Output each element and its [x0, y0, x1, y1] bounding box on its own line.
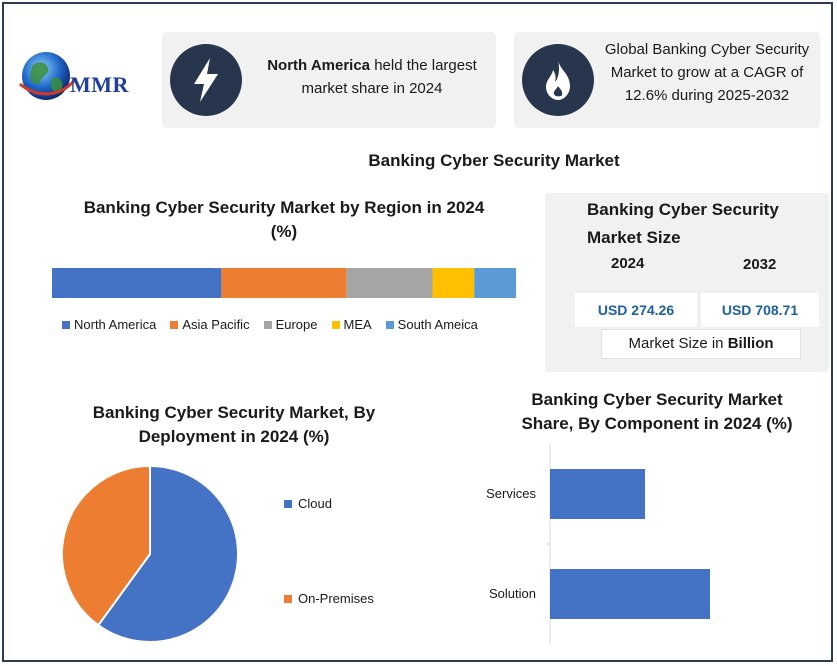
- highlight-rest: held the largest market share in 2024: [301, 57, 477, 97]
- highlight-text-region: North America held the largest market sh…: [252, 54, 492, 100]
- main-title: Banking Cyber Security Market: [368, 151, 620, 170]
- value-end: USD 708.71: [701, 293, 819, 327]
- legend-swatch-cloud: [284, 499, 292, 508]
- component-bar-chart: Services Solution: [486, 444, 710, 644]
- region-legend: North America Asia Pacific Europe MEA South …: [62, 317, 522, 332]
- pie-legend-on-premises: On-Premises: [284, 591, 374, 606]
- legend-label: MEA: [343, 317, 372, 332]
- lightning-icon: [194, 58, 218, 102]
- legend-swatch: [385, 320, 394, 329]
- year-start: 2024: [611, 255, 645, 272]
- pie-legend-cloud: Cloud: [284, 496, 332, 511]
- market-size-title: Banking Cyber Security Market Size: [587, 200, 779, 247]
- legend-label: Asia Pacific: [182, 317, 250, 332]
- region-legend-item-south-ameica: South Ameica: [385, 317, 478, 332]
- legend-label: Europe: [275, 317, 318, 332]
- deployment-chart-title: Banking Cyber Security Market, By Deploy…: [92, 403, 376, 446]
- legend-label: South Ameica: [397, 317, 478, 332]
- component-chart-title: Banking Cyber Security Market Share, By …: [521, 390, 793, 433]
- bar-solution: [550, 569, 710, 619]
- region-legend-item-asia-pacific: Asia Pacific: [170, 317, 250, 332]
- highlight-card-cagr: Global Banking Cyber Security Market to …: [514, 32, 820, 128]
- market-size-unit-note: Market Size in Billion: [601, 329, 801, 359]
- region-legend-item-europe: Europe: [263, 317, 318, 332]
- deployment-pie-chart: [61, 464, 239, 643]
- pie-slice-on-premises: [61, 464, 151, 627]
- legend-swatch: [62, 320, 70, 329]
- unit-note-bold: Billion: [727, 335, 774, 352]
- bar-services: [550, 469, 645, 519]
- legend-swatch-on-premises: [284, 594, 292, 603]
- legend-swatch: [263, 320, 272, 329]
- region-segment-mea: [432, 268, 475, 298]
- region-chart-title: Banking Cyber Security Market by Region …: [83, 198, 485, 241]
- legend-label: North America: [74, 317, 157, 332]
- logo-text: MMR: [70, 72, 129, 97]
- pie-slice-cloud: [96, 464, 239, 643]
- region-legend-item-north-america: North America: [62, 317, 156, 332]
- legend-swatch: [170, 320, 179, 329]
- region-segment-europe: [346, 268, 433, 298]
- legend-swatch: [331, 320, 340, 329]
- unit-note-prefix: Market Size in: [628, 335, 728, 352]
- highlight-badge: [170, 44, 242, 116]
- year-end: 2032: [743, 256, 777, 273]
- value-start: USD 274.26: [575, 293, 697, 327]
- category-label-services: Services: [486, 486, 536, 501]
- region-stacked-bar: [52, 268, 516, 298]
- highlight-bold: North America: [267, 57, 371, 74]
- highlight-badge: [522, 44, 594, 116]
- region-segment-south-ameica: [474, 268, 516, 298]
- legend-label-cloud: Cloud: [298, 496, 332, 511]
- highlight-card-region: North America held the largest market sh…: [162, 32, 496, 128]
- mmr-logo: MMR: [18, 48, 148, 104]
- globe-icon: [19, 52, 78, 100]
- legend-label-on-premises: On-Premises: [298, 591, 374, 606]
- region-segment-asia-pacific: [221, 268, 347, 298]
- category-label-solution: Solution: [489, 586, 536, 601]
- region-segment-north-america: [52, 268, 222, 298]
- highlight-text-cagr: Global Banking Cyber Security Market to …: [604, 41, 810, 104]
- flame-icon: [546, 60, 570, 100]
- region-legend-item-mea: MEA: [331, 317, 372, 332]
- market-size-card: Banking Cyber Security Market Size 2024 …: [545, 193, 829, 372]
